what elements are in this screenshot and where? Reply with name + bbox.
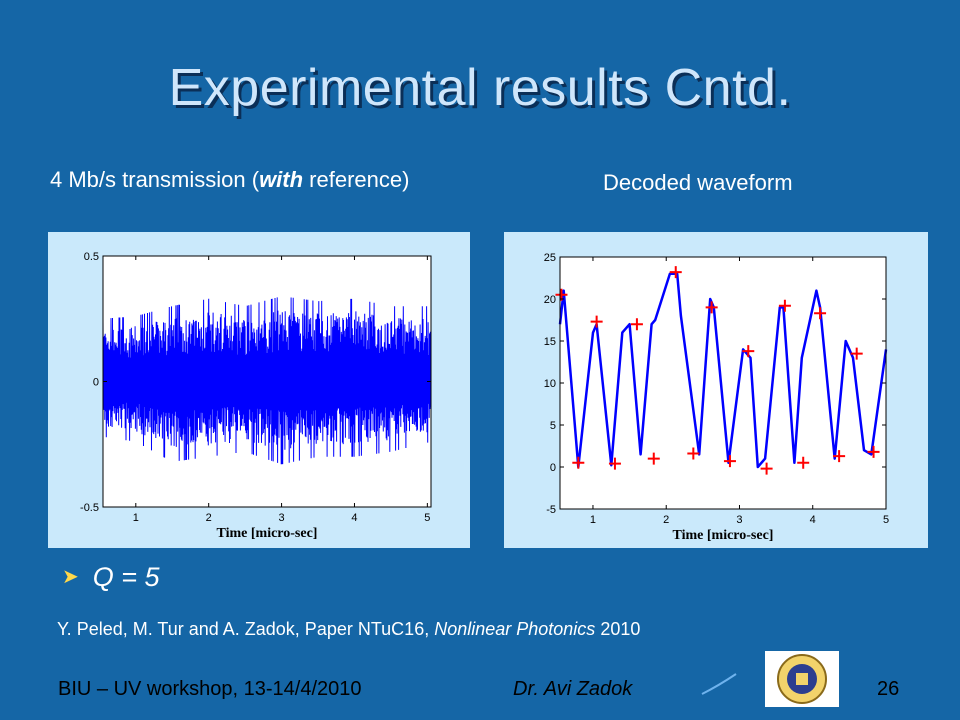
y-tick-label: 20 bbox=[544, 294, 556, 306]
sample-marker bbox=[742, 345, 755, 358]
sample-marker bbox=[850, 347, 863, 360]
sample-marker bbox=[669, 266, 682, 279]
sample-marker bbox=[797, 456, 810, 469]
sample-marker bbox=[760, 462, 773, 475]
slide-title: Experimental results Cntd. bbox=[168, 59, 792, 117]
sample-marker bbox=[608, 457, 621, 470]
x-axis-label: Time [micro-sec] bbox=[673, 528, 774, 543]
x-tick-label: 3 bbox=[279, 512, 285, 524]
right-chart-caption: Decoded waveform bbox=[603, 170, 793, 195]
y-tick-label: -0.5 bbox=[80, 502, 99, 514]
x-tick-label: 4 bbox=[351, 512, 357, 524]
transmission-chart-panel: 1 2 3 4 5 -0.5 0 0.5 Time [micro-sec] bbox=[48, 232, 470, 548]
page-number: 26 bbox=[877, 678, 900, 700]
bullet-item: ➤ Q = 5 bbox=[62, 562, 160, 593]
x-axis-label: Time [micro-sec] bbox=[217, 526, 318, 541]
reference-prefix: Y. Peled, M. Tur and A. Zadok, Paper NTu… bbox=[57, 619, 435, 639]
bullet-arrow-icon: ➤ bbox=[62, 566, 79, 588]
y-tick-label: 10 bbox=[544, 378, 556, 390]
paper-reference: Y. Peled, M. Tur and A. Zadok, Paper NTu… bbox=[57, 619, 640, 640]
footer-event: BIU – UV workshop, 13-14/4/2010 bbox=[58, 678, 362, 700]
y-tick-label: 0 bbox=[550, 462, 556, 474]
left-chart-caption: 4 Mb/s transmission (with reference) bbox=[50, 167, 409, 193]
waveform-line bbox=[102, 297, 432, 465]
x-tick-label: 5 bbox=[424, 512, 430, 524]
sample-marker bbox=[833, 450, 846, 463]
sample-marker bbox=[814, 307, 827, 320]
x-tick-label: 5 bbox=[883, 514, 889, 526]
x-tick-label: 3 bbox=[736, 514, 742, 526]
y-tick-label: 15 bbox=[544, 336, 556, 348]
bullet-text: Q = 5 bbox=[92, 562, 160, 592]
footer-author: Dr. Avi Zadok bbox=[513, 678, 633, 700]
plot-area bbox=[560, 257, 886, 509]
decoded-waveform-chart: 1 2 3 4 5 -5 0 5 10 15 20 25 Time [micro-sec] bbox=[544, 252, 889, 543]
sample-marker bbox=[687, 447, 700, 460]
sample-marker bbox=[723, 455, 736, 468]
sample-marker bbox=[705, 301, 718, 314]
sample-marker bbox=[572, 456, 585, 469]
y-tick-label: 25 bbox=[544, 252, 556, 264]
x-tick-label: 1 bbox=[133, 512, 139, 524]
swoosh-decoration-icon bbox=[701, 673, 737, 695]
sample-marker bbox=[590, 315, 603, 328]
y-tick-label: -5 bbox=[546, 504, 556, 516]
sample-marker bbox=[867, 445, 880, 458]
decoded-waveform-chart-panel: 1 2 3 4 5 -5 0 5 10 15 20 25 Time [micro-sec] bbox=[504, 232, 928, 548]
x-tick-label: 4 bbox=[810, 514, 816, 526]
y-tick-label: 0.5 bbox=[84, 251, 99, 263]
caption-prefix: 4 Mb/s transmission ( bbox=[50, 167, 260, 192]
caption-suffix: reference) bbox=[303, 167, 410, 192]
sample-marker bbox=[630, 318, 643, 331]
decoded-waveform-line bbox=[558, 272, 888, 469]
bar-ilan-university-logo-icon bbox=[765, 651, 839, 707]
caption-emphasis: with bbox=[259, 167, 304, 192]
reference-emphasis: Nonlinear Photonics bbox=[434, 619, 596, 639]
transmission-chart: 1 2 3 4 5 -0.5 0 0.5 Time [micro-sec] bbox=[80, 251, 432, 541]
reference-suffix: 2010 bbox=[595, 619, 641, 639]
y-tick-label: 0 bbox=[93, 377, 99, 389]
sample-marker bbox=[647, 452, 660, 465]
x-tick-label: 1 bbox=[590, 514, 596, 526]
x-tick-label: 2 bbox=[206, 512, 212, 524]
sample-marker bbox=[778, 299, 791, 312]
x-tick-label: 2 bbox=[663, 514, 669, 526]
y-tick-label: 5 bbox=[550, 420, 556, 432]
